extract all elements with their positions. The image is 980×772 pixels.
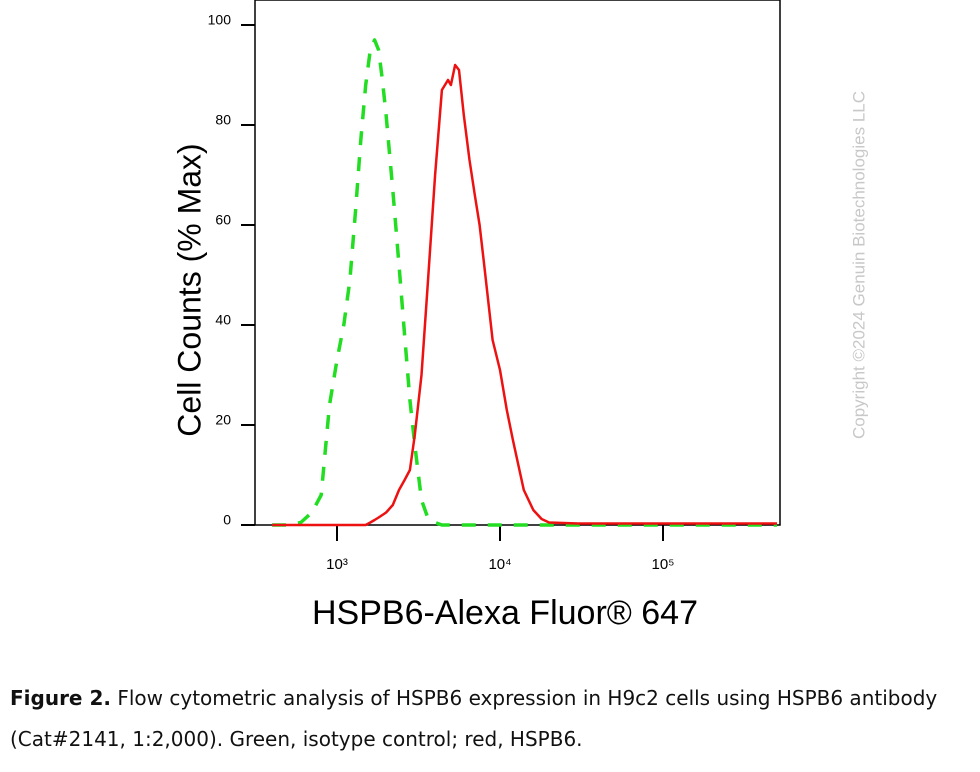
x-tick-label: 10⁴	[488, 556, 511, 573]
chart: Cell Counts (% Max) HSPB6-Alexa Fluor® 6…	[171, 0, 868, 632]
y-tick-label: 0	[223, 512, 231, 528]
series-line	[272, 38, 777, 527]
x-tick-label: 10³	[326, 556, 348, 573]
caption: Figure 2. Flow cytometric analysis of HS…	[10, 678, 975, 760]
x-tick-label: 10⁵	[652, 556, 675, 573]
y-tick-label: 80	[215, 112, 231, 128]
plot-frame	[254, 0, 781, 526]
caption-label: Figure 2.	[10, 686, 111, 710]
series-line	[272, 63, 777, 527]
y-tick-label: 100	[208, 12, 232, 28]
y-tick-label: 60	[215, 212, 231, 228]
y-tick-label: 40	[215, 312, 231, 328]
x-axis-label: HSPB6-Alexa Fluor® 647	[312, 594, 698, 632]
y-tick-label: 20	[215, 412, 231, 428]
caption-text: Flow cytometric analysis of HSPB6 expres…	[10, 686, 938, 751]
y-axis-label: Cell Counts (% Max)	[171, 143, 207, 436]
watermark: Copyright ©2024 Genuin Biotechnologies L…	[849, 91, 868, 439]
